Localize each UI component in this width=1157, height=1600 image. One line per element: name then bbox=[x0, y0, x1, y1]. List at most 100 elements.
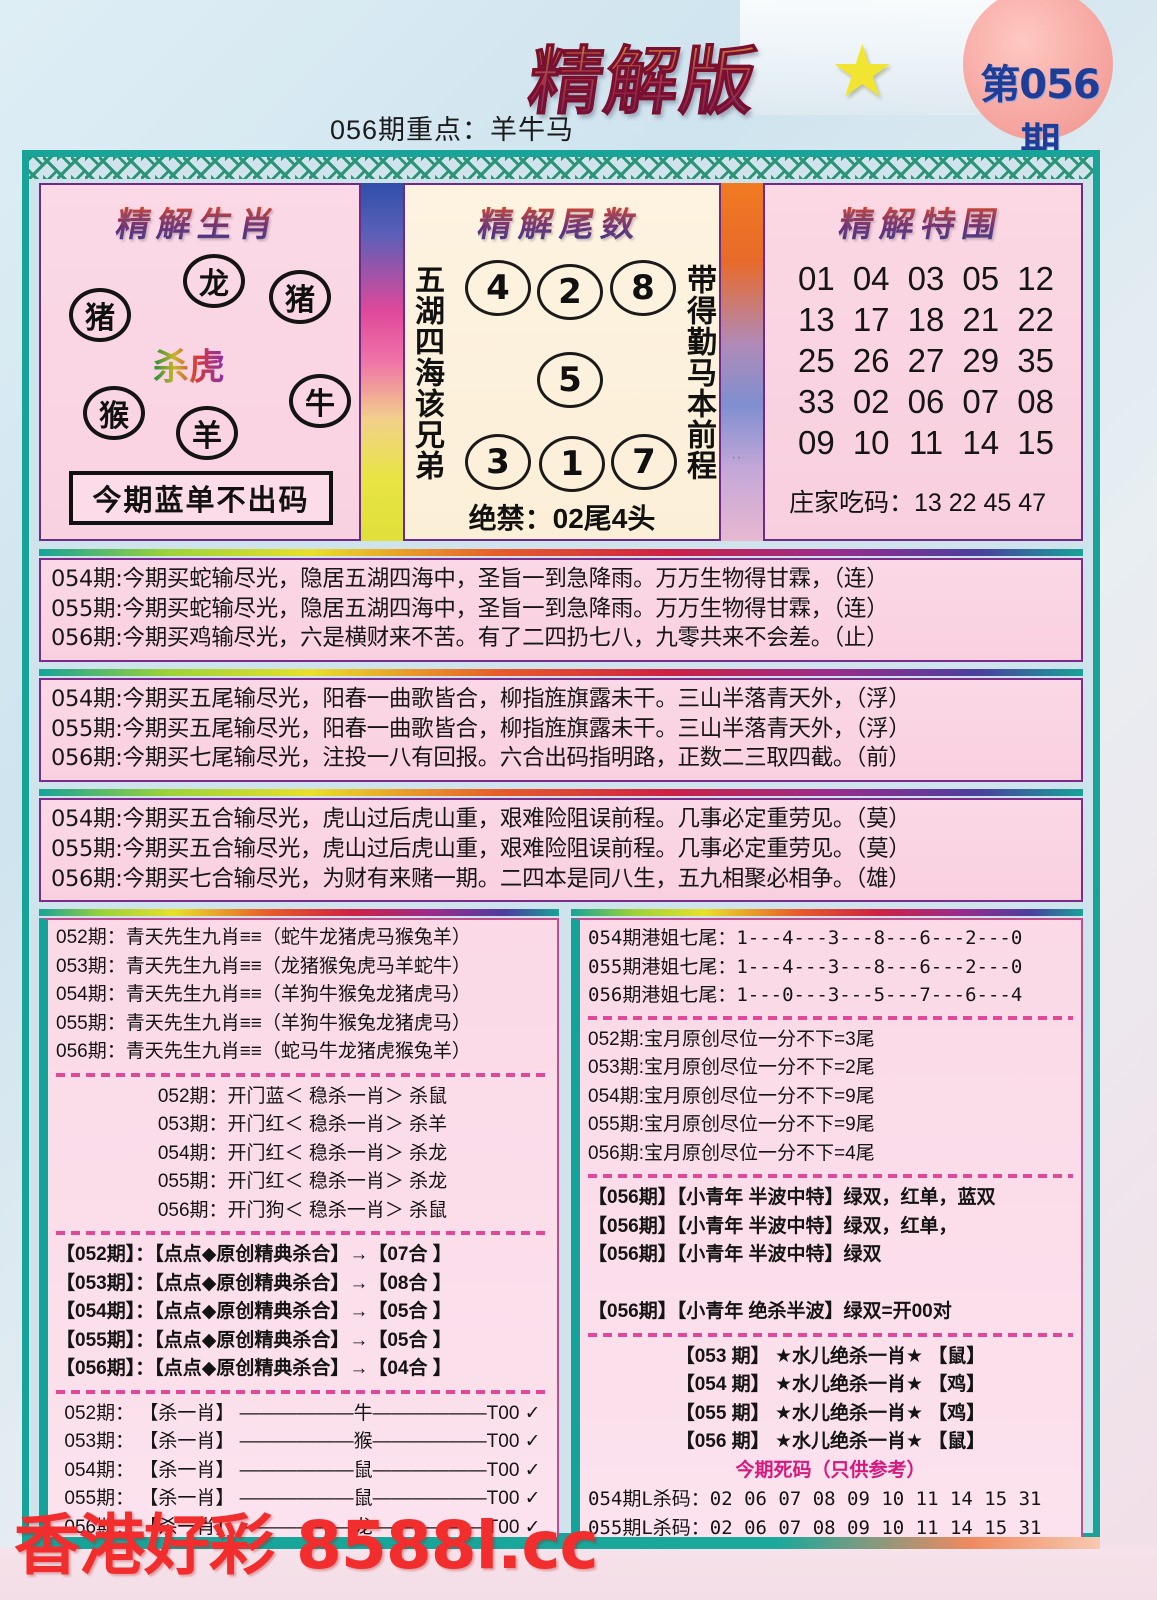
tail-circle-8[interactable]: 8 bbox=[610, 260, 676, 316]
banker-eat-label: 庄家吃码： bbox=[789, 489, 915, 517]
verse-line: 056期:今期买七合输尽光，为财有来赌一期。二四本是同八生，五九相聚必相争。（雄… bbox=[51, 865, 911, 892]
special-num[interactable]: 09 bbox=[798, 424, 835, 461]
special-num[interactable]: 35 bbox=[1017, 342, 1054, 379]
nine-zodiac-line: 053期：青天先生九肖≡≡（龙猪猴兔虎马羊蛇牛） bbox=[56, 955, 471, 977]
panel-special-range: 精解特围 01 04 03 05 12 13 17 18 21 22 25 26… bbox=[731, 183, 1083, 541]
halfwave-line: 【056期】【小青年 半波中特】绿双，红单， bbox=[588, 1215, 958, 1237]
tail-left-vertical-text: 五湖四海该兄弟 bbox=[410, 264, 443, 481]
dash-separator bbox=[588, 1329, 1073, 1340]
zodiac-circle-dragon[interactable]: 龙 bbox=[183, 254, 245, 308]
dash-separator bbox=[588, 1171, 1073, 1182]
special-num[interactable]: 11 bbox=[908, 424, 944, 461]
special-num[interactable]: 22 bbox=[1017, 301, 1054, 338]
special-num[interactable]: 26 bbox=[852, 342, 890, 379]
open-door-line: 055期：开门红＜ 稳杀一肖＞ 杀龙 bbox=[157, 1171, 448, 1193]
special-num[interactable]: 33 bbox=[798, 383, 835, 420]
shuier-kill-line: 【054 期】 ★水儿绝杀一肖★ 【鸡】 bbox=[675, 1374, 986, 1396]
block-nine-zodiac: 052期：青天先生九肖≡≡（蛇牛龙猪虎马猴兔羊） 053期：青天先生九肖≡≡（龙… bbox=[39, 918, 559, 1565]
open-door-line: 053期：开门红＜ 稳杀一肖＞ 杀羊 bbox=[157, 1114, 448, 1136]
nine-zodiac-line: 052期：青天先生九肖≡≡（蛇牛龙猪虎马猴兔羊） bbox=[56, 927, 471, 949]
bottom-tint bbox=[0, 1548, 1157, 1600]
shuier-kill-line: 【053 期】 ★水儿绝杀一肖★ 【鼠】 bbox=[675, 1345, 986, 1367]
right-column-separator bbox=[571, 909, 1083, 917]
special-num[interactable]: 07 bbox=[962, 383, 1000, 420]
special-num[interactable]: 29 bbox=[962, 342, 1000, 379]
special-num[interactable]: 15 bbox=[1017, 424, 1054, 461]
verse-line: 054期:今期买五尾输尽光，阳春一曲歌皆合，柳指旌旗露未干。三山半落青天外，（浮… bbox=[51, 686, 911, 713]
tail-right-vertical-text: 带得勤马本前程 bbox=[682, 264, 715, 481]
panel-zodiac: 精解生肖 龙 猪 猪 猴 羊 牛 杀虎 今期蓝单不出码 bbox=[39, 183, 361, 541]
special-num[interactable]: 12 bbox=[1017, 260, 1054, 297]
issue-badge-oval bbox=[963, 0, 1113, 140]
kill-one-zodiac-line: 056期： 【杀一肖】 ——————龙——————T00 ✓ bbox=[64, 1516, 541, 1538]
tail-circle-7[interactable]: 7 bbox=[611, 434, 677, 490]
tail-circle-4[interactable]: 4 bbox=[465, 260, 531, 316]
special-num[interactable]: 21 bbox=[962, 301, 1000, 338]
kill-one-zodiac-line: 053期： 【杀一肖】 ——————猴——————T00 ✓ bbox=[64, 1431, 541, 1453]
special-num[interactable]: 04 bbox=[852, 260, 890, 297]
verse-separator bbox=[39, 549, 1083, 556]
special-num[interactable]: 01 bbox=[798, 260, 835, 297]
zodiac-circle-pig-right[interactable]: 猪 bbox=[269, 270, 331, 324]
special-num[interactable]: 25 bbox=[798, 342, 835, 379]
original-kill-line: 【053期】：【点点◆原创精典杀合】→【08合 】 bbox=[56, 1272, 452, 1294]
verse-line: 056期:今期买七尾输尽光，注投一八有回报。六合出码指明路，正数二三取四截。（前… bbox=[51, 745, 911, 772]
original-kill-line: 【054期】：【点点◆原创精典杀合】→【05合 】 bbox=[56, 1301, 452, 1323]
special-num[interactable]: 06 bbox=[907, 383, 945, 420]
special-num[interactable]: 18 bbox=[907, 301, 945, 338]
original-kill-line: 【056期】：【点点◆原创精典杀合】→【04合 】 bbox=[56, 1358, 452, 1380]
tail-circle-3[interactable]: 3 bbox=[465, 434, 531, 490]
zigzag-border-decoration bbox=[29, 157, 1093, 179]
panel-special-title: 精解特围 bbox=[760, 185, 1087, 246]
panel-tail-numbers: 精解尾数 五湖四海该兄弟 带得勤马本前程 4 2 8 5 3 1 7 绝禁：02… bbox=[403, 183, 721, 541]
special-number-grid: 01 04 03 05 12 13 17 18 21 22 25 26 27 2… bbox=[789, 260, 1063, 462]
banker-eat-line: 庄家吃码：13 22 45 47 bbox=[789, 483, 1046, 519]
special-num[interactable]: 13 bbox=[798, 301, 835, 338]
dead-code-line: 055期L杀码：02 06 07 08 09 10 11 14 15 31 bbox=[588, 1516, 1042, 1539]
special-num[interactable]: 17 bbox=[852, 301, 890, 338]
main-frame: 精解生肖 龙 猪 猪 猴 羊 牛 杀虎 今期蓝单不出码 精解尾数 五湖四海该兄弟 bbox=[22, 150, 1100, 1577]
verse-line: 056期:今期买鸡输尽光，六是横财来不苦。有了二四扔七八，九零共来不会差。（止） bbox=[51, 625, 889, 652]
tail-circle-5[interactable]: 5 bbox=[537, 352, 603, 408]
panel-zodiac-title: 精解生肖 bbox=[36, 185, 365, 246]
verse-line: 055期:今期买蛇输尽光，隐居五湖四海中，圣旨一到急降雨。万万生物得甘霖，（连） bbox=[51, 595, 889, 622]
baoyue-line: 053期:宝月原创尽位一分不下=2尾 bbox=[588, 1057, 875, 1079]
verse-line: 055期:今期买五尾输尽光，阳春一曲歌皆合，柳指旌旗露未干。三山半落青天外，（浮… bbox=[51, 715, 911, 742]
open-door-line: 052期：开门蓝＜ 稳杀一肖＞ 杀鼠 bbox=[157, 1085, 448, 1107]
dash-separator bbox=[56, 1386, 549, 1397]
tail-circle-2[interactable]: 2 bbox=[537, 264, 603, 320]
special-num[interactable]: 05 bbox=[962, 260, 1000, 297]
dead-code-line: 054期L杀码：02 06 07 08 09 10 11 14 15 31 bbox=[588, 1488, 1042, 1511]
verse-line: 054期:今期买五合输尽光，虎山过后虎山重，艰难险阻误前程。几事必定重劳见。（莫… bbox=[51, 806, 911, 833]
baoyue-line: 056期:宝月原创尽位一分不下=4尾 bbox=[588, 1142, 875, 1164]
top-panels-row: 精解生肖 龙 猪 猪 猴 羊 牛 杀虎 今期蓝单不出码 精解尾数 五湖四海该兄弟 bbox=[39, 183, 1083, 541]
focus-line: 056期重点：羊牛马 bbox=[330, 115, 575, 145]
shuier-kill-line: 【055 期】 ★水儿绝杀一肖★ 【鸡】 bbox=[675, 1402, 986, 1424]
zodiac-circle-pig-left[interactable]: 猪 bbox=[69, 288, 131, 342]
banker-eat-numbers: 13 22 45 47 bbox=[914, 489, 1047, 517]
special-num[interactable]: 08 bbox=[1017, 383, 1054, 420]
special-num[interactable]: 02 bbox=[852, 383, 890, 420]
nine-zodiac-line: 056期：青天先生九肖≡≡（蛇马牛龙猪虎猴兔羊） bbox=[56, 1041, 471, 1063]
baoyue-line: 055期:宝月原创尽位一分不下=9尾 bbox=[588, 1114, 875, 1136]
zodiac-circle-goat[interactable]: 羊 bbox=[176, 406, 238, 460]
page-header: 精解版 ★ 第056期 056期重点：羊牛马 bbox=[0, 0, 1157, 166]
tail-number-area: 五湖四海该兄弟 带得勤马本前程 4 2 8 5 3 1 7 bbox=[405, 246, 719, 496]
kill-tiger-label: 杀虎 bbox=[153, 338, 225, 390]
verse-section: 054期:今期买蛇输尽光，隐居五湖四海中，圣旨一到急降雨。万万生物得甘霖，（连）… bbox=[39, 549, 1083, 903]
verse-separator bbox=[39, 789, 1083, 797]
dots-decoration: ·· bbox=[731, 449, 742, 466]
verse-line: 055期:今期买五合输尽光，虎山过后虎山重，艰难险阻误前程。几事必定重劳见。（莫… bbox=[51, 835, 911, 862]
miss-hk-tail-line: 055期港姐七尾：1---4---3---8---6---2---0 bbox=[588, 955, 1023, 978]
baoyue-line: 054期:宝月原创尽位一分不下=9尾 bbox=[588, 1085, 875, 1107]
tail-circle-1[interactable]: 1 bbox=[539, 436, 605, 492]
left-column: 052期：青天先生九肖≡≡（蛇牛龙猪虎马猴兔羊） 053期：青天先生九肖≡≡（龙… bbox=[39, 909, 559, 1582]
zodiac-circle-ox[interactable]: 牛 bbox=[289, 374, 351, 428]
special-num[interactable]: 10 bbox=[852, 424, 890, 461]
special-num[interactable]: 03 bbox=[907, 260, 945, 297]
special-num[interactable]: 14 bbox=[962, 424, 1000, 461]
bottom-columns: 052期：青天先生九肖≡≡（蛇牛龙猪虎马猴兔羊） 053期：青天先生九肖≡≡（龙… bbox=[39, 909, 1083, 1582]
zodiac-circle-monkey[interactable]: 猴 bbox=[83, 386, 145, 440]
dash-separator bbox=[56, 1228, 549, 1239]
special-num[interactable]: 27 bbox=[907, 342, 945, 379]
